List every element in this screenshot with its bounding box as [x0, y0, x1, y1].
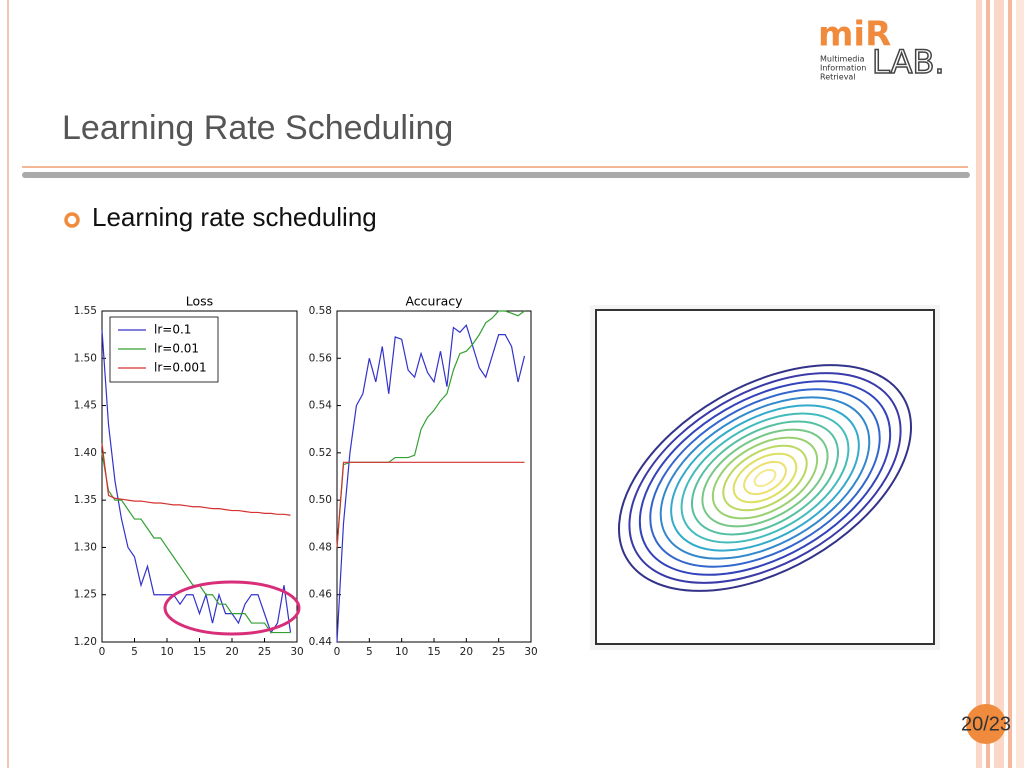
series-line [336, 324, 526, 643]
contour-ring [659, 396, 871, 560]
chart-title: Accuracy [405, 294, 463, 309]
logo-line: Retrieval [820, 73, 856, 82]
page-badge [966, 704, 1006, 744]
y-tick-label: 1.45 [74, 400, 97, 412]
legend-label: lr=0.01 [154, 342, 199, 356]
y-tick-label: 1.50 [74, 352, 97, 364]
contour-ring [628, 372, 902, 584]
x-tick-label: 10 [395, 646, 408, 658]
contour-ring [691, 420, 839, 536]
legend-label: lr=0.1 [154, 323, 191, 337]
contour-ring [701, 428, 829, 528]
contour-ring [722, 444, 808, 512]
y-tick-label: 0.52 [309, 447, 332, 459]
legend-label: lr=0.001 [154, 361, 207, 375]
x-tick-label: 0 [99, 646, 106, 658]
logo-line: Information [820, 64, 866, 73]
x-tick-label: 15 [193, 646, 206, 658]
bullet-icon [64, 212, 80, 228]
contour-ring [670, 404, 860, 552]
y-tick-label: 1.55 [74, 305, 97, 317]
contour-ring [680, 412, 850, 544]
logo-lab: LAB. [872, 43, 945, 81]
series-line [101, 329, 292, 634]
y-tick-label: 1.20 [74, 636, 97, 648]
y-tick-label: 0.48 [309, 541, 332, 553]
y-tick-label: 0.46 [309, 589, 333, 601]
contour-ring [638, 380, 892, 576]
y-tick-label: 1.25 [74, 589, 97, 601]
x-tick-label: 0 [334, 646, 341, 658]
logo: miR LAB. Multimedia Information Retrieva… [818, 15, 945, 82]
series-line [101, 443, 291, 516]
contour-ring [753, 468, 777, 488]
y-tick-label: 0.58 [309, 305, 332, 317]
logo-mark: miR [818, 15, 891, 55]
title-bar [22, 172, 970, 178]
contour-ring [732, 452, 798, 504]
contour-ring [743, 460, 787, 496]
contour-ring [618, 364, 912, 592]
bullet-text: Learning rate scheduling [92, 202, 377, 232]
contour-ring [711, 436, 819, 520]
x-tick-label: 5 [366, 646, 373, 658]
logo-line: Multimedia [820, 55, 865, 64]
y-tick-label: 1.35 [74, 494, 97, 506]
x-tick-label: 30 [290, 646, 303, 658]
y-tick-label: 0.54 [309, 400, 333, 412]
chart-title: Loss [186, 294, 213, 309]
y-tick-label: 1.40 [74, 447, 97, 459]
series-line [336, 461, 525, 548]
x-tick-label: 15 [427, 646, 440, 658]
highlight-ellipse [163, 580, 301, 636]
x-tick-label: 5 [131, 646, 138, 658]
right-stripes [976, 0, 1024, 768]
y-tick-label: 0.56 [309, 352, 333, 364]
x-tick-label: 25 [258, 646, 271, 658]
contour-ring [649, 388, 881, 568]
y-tick-label: 0.44 [309, 636, 333, 648]
plot-frame [336, 310, 532, 643]
slide-title: Learning Rate Scheduling [62, 109, 453, 147]
x-tick-label: 25 [492, 646, 505, 658]
x-tick-label: 30 [524, 646, 537, 658]
page-number: 20/23 [961, 713, 1011, 735]
x-tick-label: 20 [460, 646, 473, 658]
x-tick-label: 10 [160, 646, 173, 658]
y-tick-label: 1.30 [74, 541, 97, 553]
contour-plot [590, 305, 940, 650]
y-tick-label: 0.50 [309, 494, 332, 506]
x-tick-label: 20 [225, 646, 238, 658]
plot-frame [595, 309, 935, 645]
